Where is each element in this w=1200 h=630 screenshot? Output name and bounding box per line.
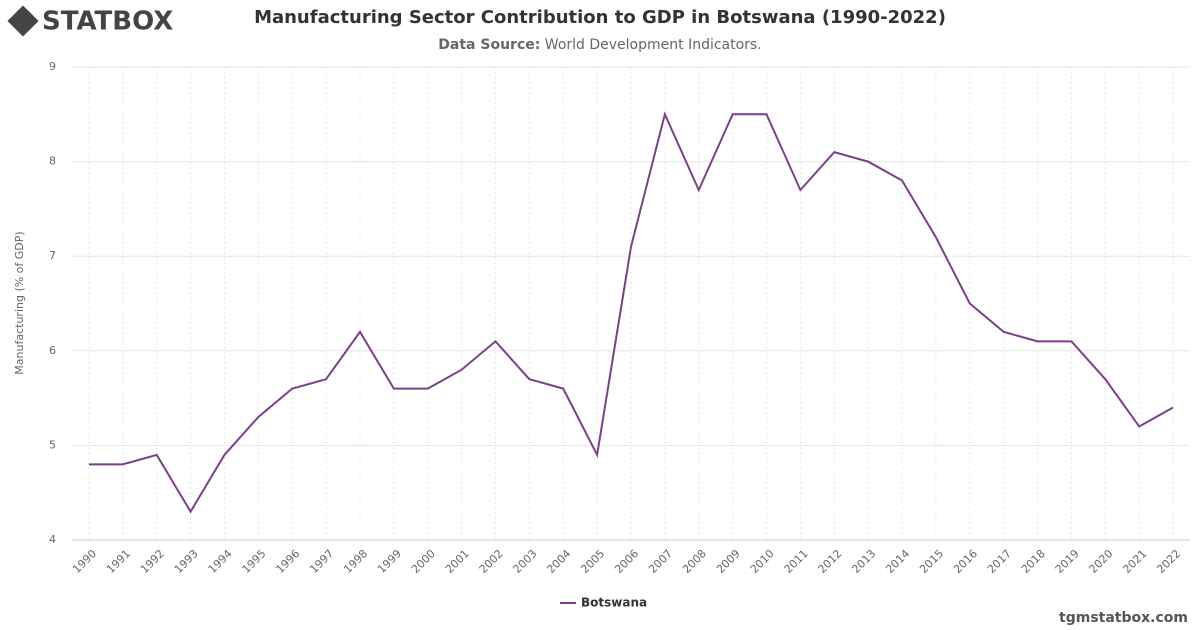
- x-tick-label: 2001: [443, 547, 472, 576]
- y-tick-label: 4: [49, 533, 56, 546]
- x-tick-label: 2010: [748, 547, 777, 576]
- y-axis-label: Manufacturing (% of GDP): [13, 231, 26, 374]
- logo: STATBOX: [7, 5, 173, 37]
- subtitle-label: Data Source:: [438, 37, 540, 53]
- line-series: [88, 111, 1174, 514]
- x-tick-label: 2022: [1154, 547, 1183, 576]
- y-tick-label: 5: [49, 438, 56, 451]
- footer: tgmstatbox.com: [1059, 610, 1188, 626]
- x-tick-label: 2008: [680, 547, 709, 576]
- legend-label: Botswana: [581, 596, 647, 610]
- chart-subtitle: Data Source: World Development Indicator…: [438, 37, 761, 53]
- x-tick-label: 2011: [782, 547, 811, 576]
- x-tick-label: 1994: [206, 547, 235, 576]
- x-tick-label: 1996: [273, 547, 302, 576]
- subtitle-text: World Development Indicators.: [545, 37, 762, 53]
- x-tick-label: 1993: [172, 547, 201, 576]
- x-tick-label: 2007: [646, 547, 675, 576]
- x-tick-label: 2017: [985, 547, 1014, 576]
- x-tick-label: 2014: [883, 547, 912, 576]
- x-tick-label: 1998: [341, 547, 370, 576]
- x-tick-label: 2002: [477, 547, 506, 576]
- y-tick-label: 8: [49, 155, 56, 168]
- x-tick-label: 1992: [138, 547, 167, 576]
- x-tick-label: 2009: [714, 547, 743, 576]
- x-tick-label: 1995: [240, 547, 269, 576]
- x-tick-label: 2021: [1120, 547, 1149, 576]
- x-tick-label: 2000: [409, 547, 438, 576]
- chart-title: Manufacturing Sector Contribution to GDP…: [254, 7, 946, 28]
- x-tick-label: 2018: [1019, 547, 1048, 576]
- logo-text: STATBOX: [42, 7, 173, 37]
- x-tick-label: 1990: [70, 547, 99, 576]
- x-tick-label: 2004: [544, 547, 573, 576]
- x-tick-label: 2012: [816, 547, 845, 576]
- y-tick-label: 7: [49, 249, 56, 262]
- x-tick-label: 2019: [1053, 547, 1082, 576]
- x-tick-label: 2005: [578, 547, 607, 576]
- x-tick-label: 2013: [849, 547, 878, 576]
- y-tick-label: 9: [49, 60, 56, 73]
- x-tick-label: 2006: [612, 547, 641, 576]
- x-tick-label: 2003: [511, 547, 540, 576]
- y-tick-label: 6: [49, 344, 56, 357]
- x-tick-label: 1999: [375, 547, 404, 576]
- x-tick-label: 2016: [951, 547, 980, 576]
- x-tick-label: 1991: [104, 547, 133, 576]
- logo-icon: [7, 5, 39, 37]
- x-tick-label: 2020: [1087, 547, 1116, 576]
- x-tick-label: 1997: [307, 547, 336, 576]
- x-tick-label: 2015: [917, 547, 946, 576]
